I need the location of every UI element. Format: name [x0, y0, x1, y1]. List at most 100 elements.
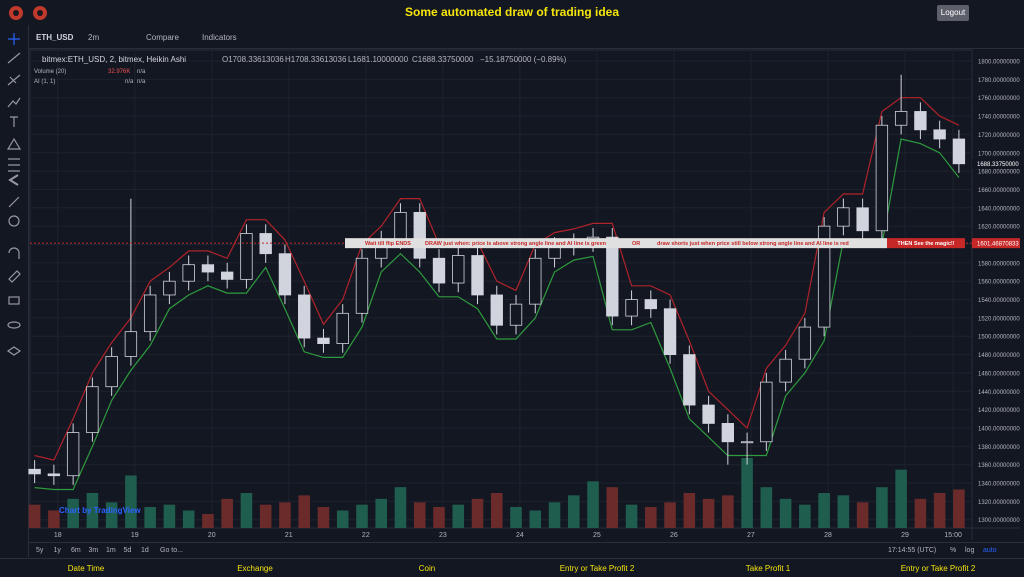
volume-bar — [645, 507, 657, 528]
range-button[interactable]: 5d — [123, 547, 132, 554]
candle-body — [471, 255, 484, 296]
volume-bar — [933, 493, 946, 528]
candle-body — [278, 253, 292, 296]
range-button[interactable]: 6m — [71, 547, 81, 554]
legend-text: C1688.33750000 — [412, 55, 474, 64]
candle-body — [702, 404, 715, 424]
y-tick-label: 1360.00000000 — [978, 463, 1020, 469]
volume-bar — [182, 510, 195, 528]
volume-bar — [625, 504, 638, 528]
candle-body — [952, 138, 966, 165]
candle-body — [740, 441, 754, 444]
ai-line — [34, 138, 960, 491]
candle-body — [317, 337, 330, 344]
legend-text: n/a — [125, 79, 134, 85]
page-title: Some automated draw of trading idea — [404, 5, 620, 19]
volume-bar — [741, 458, 753, 528]
candle-body — [201, 264, 215, 273]
volume-bar — [606, 487, 619, 528]
footer-label: Take Profit 1 — [745, 564, 791, 573]
logout-button[interactable]: Logout — [937, 5, 969, 21]
y-tick-label: 1740.00000000 — [978, 115, 1020, 121]
volume-bar — [490, 493, 503, 528]
range-button[interactable]: 1y — [53, 547, 61, 554]
range-button[interactable]: 5y — [36, 547, 44, 554]
compare-button[interactable]: Compare — [146, 33, 179, 42]
candle-body — [413, 211, 426, 259]
price-line-label-bg — [972, 238, 1020, 249]
volume-bar — [587, 481, 599, 528]
banner — [345, 238, 887, 249]
y-tick-label: 1440.00000000 — [978, 390, 1020, 396]
volume-bar — [28, 504, 41, 528]
log-toggle[interactable]: log — [965, 547, 975, 554]
volume-bar — [259, 504, 272, 528]
y-tick-label: 1680.00000000 — [978, 170, 1020, 176]
volume-bar — [664, 502, 676, 528]
candle-body — [760, 381, 773, 443]
banner-note: OR — [632, 241, 640, 247]
volume-bar — [760, 487, 773, 528]
legend-text: n/a — [137, 79, 146, 85]
banner-note: DRAW just when: price is above strong an… — [425, 241, 607, 247]
percent-toggle[interactable]: % — [950, 547, 957, 554]
candle-body — [683, 354, 696, 406]
y-tick-label: 1520.00000000 — [978, 316, 1020, 322]
candle-body — [47, 473, 61, 477]
volume-bar — [510, 507, 522, 528]
candle-body — [606, 236, 619, 317]
legend-text: O1708.33613036 — [222, 55, 284, 64]
candle-body — [798, 326, 812, 360]
volume-bar — [163, 504, 176, 528]
range-button[interactable]: 1m — [106, 547, 116, 554]
banner-note: Wait till flip ENDS — [365, 241, 411, 247]
top-bar: Some automated draw of trading idea Logo… — [0, 0, 1024, 25]
candle-body — [298, 294, 311, 339]
y-tick-label: 1540.00000000 — [978, 298, 1020, 304]
candle-body — [163, 280, 176, 296]
candle-body — [529, 257, 542, 305]
y-tick-label: 1300.00000000 — [978, 518, 1020, 524]
volume-bar — [336, 510, 349, 528]
candle-body — [817, 225, 831, 328]
volume-bar — [548, 502, 561, 528]
range-button[interactable]: 3m — [88, 547, 99, 554]
volume-bar — [394, 487, 407, 528]
y-tick-label: 1480.00000000 — [978, 353, 1020, 359]
y-tick-label: 1460.00000000 — [978, 371, 1020, 377]
volume-bar — [86, 493, 99, 528]
volume-bar — [568, 495, 580, 528]
x-tick-label: 22 — [362, 532, 370, 539]
x-tick-label: 27 — [747, 532, 755, 539]
interval[interactable]: 2m — [88, 33, 100, 42]
candle-body — [259, 233, 272, 255]
x-tick-label: 15:00 — [944, 532, 962, 539]
candle-body — [837, 207, 850, 227]
candle-body — [105, 356, 118, 388]
volume-bar — [375, 498, 388, 528]
candle-body — [66, 432, 80, 477]
y-tick-label: 1720.00000000 — [978, 133, 1020, 139]
legend-text: Volume (20) — [34, 69, 66, 75]
candle-body — [124, 331, 138, 357]
indicators-button[interactable]: Indicators — [202, 33, 237, 42]
candle-body — [28, 468, 41, 475]
goto-button[interactable]: Go to... — [160, 547, 183, 554]
y-tick-label: 1400.00000000 — [978, 426, 1020, 432]
legend-text: −15.18750000 (−0.89%) — [480, 55, 567, 64]
y-tick-label: 1320.00000000 — [978, 500, 1020, 506]
range-button[interactable]: 1d — [141, 547, 149, 554]
last-price-bg — [972, 158, 1020, 169]
volume-bar — [433, 507, 445, 528]
candle-body — [394, 211, 407, 241]
volume-bar — [799, 504, 811, 528]
symbol[interactable]: ETH_USD — [36, 33, 74, 42]
ai-line — [34, 97, 960, 461]
candle-body — [355, 257, 369, 314]
candle-body — [856, 207, 869, 232]
candle-body — [721, 423, 735, 443]
x-tick-label: 19 — [131, 532, 139, 539]
auto-toggle[interactable]: auto — [983, 547, 997, 554]
volume-bar — [48, 510, 60, 528]
